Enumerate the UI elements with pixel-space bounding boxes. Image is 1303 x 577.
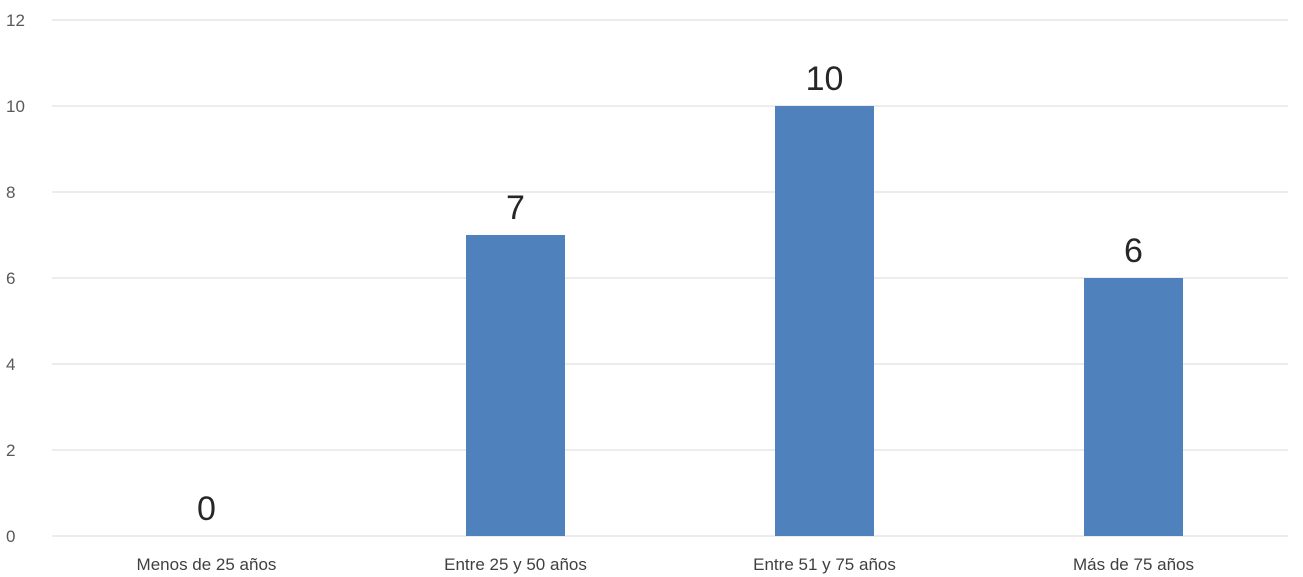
gridlines <box>52 19 1288 537</box>
y-tick-label-1: 2 <box>6 441 15 460</box>
data-label-2: 10 <box>806 60 844 98</box>
data-label-1: 7 <box>506 189 525 227</box>
y-tick-label-4: 8 <box>6 183 15 202</box>
x-category-label-1: Entre 25 y 50 años <box>444 555 587 574</box>
x-axis-category-labels: Menos de 25 años Entre 25 y 50 años Entre … <box>137 555 1194 574</box>
y-tick-label-5: 10 <box>6 97 25 116</box>
bar-3 <box>1084 278 1183 536</box>
bar-1 <box>466 235 565 536</box>
data-labels: 0 7 10 6 <box>197 60 1143 528</box>
x-category-label-0: Menos de 25 años <box>137 555 277 574</box>
bar-2 <box>775 106 874 536</box>
data-label-3: 6 <box>1124 232 1143 270</box>
bars <box>466 106 1183 536</box>
y-axis-tick-labels: 0 2 4 6 8 10 12 <box>6 11 25 546</box>
y-tick-label-0: 0 <box>6 527 15 546</box>
y-tick-label-6: 12 <box>6 11 25 30</box>
y-tick-label-2: 4 <box>6 355 15 374</box>
x-category-label-2: Entre 51 y 75 años <box>753 555 896 574</box>
data-label-0: 0 <box>197 490 216 528</box>
y-tick-label-3: 6 <box>6 269 15 288</box>
x-category-label-3: Más de 75 años <box>1073 555 1194 574</box>
